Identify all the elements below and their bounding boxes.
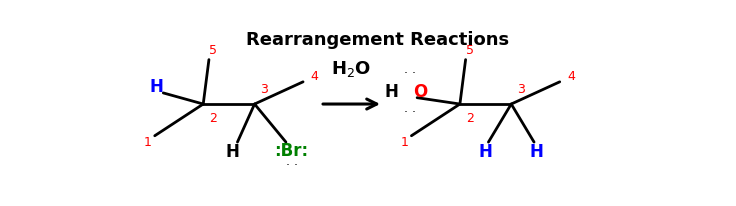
Text: O: O bbox=[413, 83, 428, 101]
Text: H: H bbox=[530, 143, 544, 162]
Text: · ·: · · bbox=[404, 106, 416, 119]
Text: H: H bbox=[149, 78, 163, 96]
Text: · ·: · · bbox=[404, 67, 416, 80]
Text: 5: 5 bbox=[209, 44, 217, 57]
Text: 3: 3 bbox=[517, 83, 525, 96]
Text: 1: 1 bbox=[144, 136, 152, 149]
Text: H$_2$O: H$_2$O bbox=[331, 59, 372, 79]
Text: Rearrangement Reactions: Rearrangement Reactions bbox=[246, 31, 509, 49]
Text: H: H bbox=[478, 143, 492, 162]
Text: 3: 3 bbox=[261, 83, 268, 96]
Text: 4: 4 bbox=[311, 70, 319, 83]
Text: 1: 1 bbox=[400, 136, 408, 149]
Text: 5: 5 bbox=[466, 44, 473, 57]
Text: 2: 2 bbox=[466, 112, 474, 125]
Text: H: H bbox=[384, 83, 398, 101]
Text: :Br:: :Br: bbox=[275, 142, 308, 160]
Text: H: H bbox=[226, 143, 240, 162]
Text: 2: 2 bbox=[210, 112, 217, 125]
Text: · ·: · · bbox=[286, 159, 297, 172]
Text: 4: 4 bbox=[567, 70, 575, 83]
